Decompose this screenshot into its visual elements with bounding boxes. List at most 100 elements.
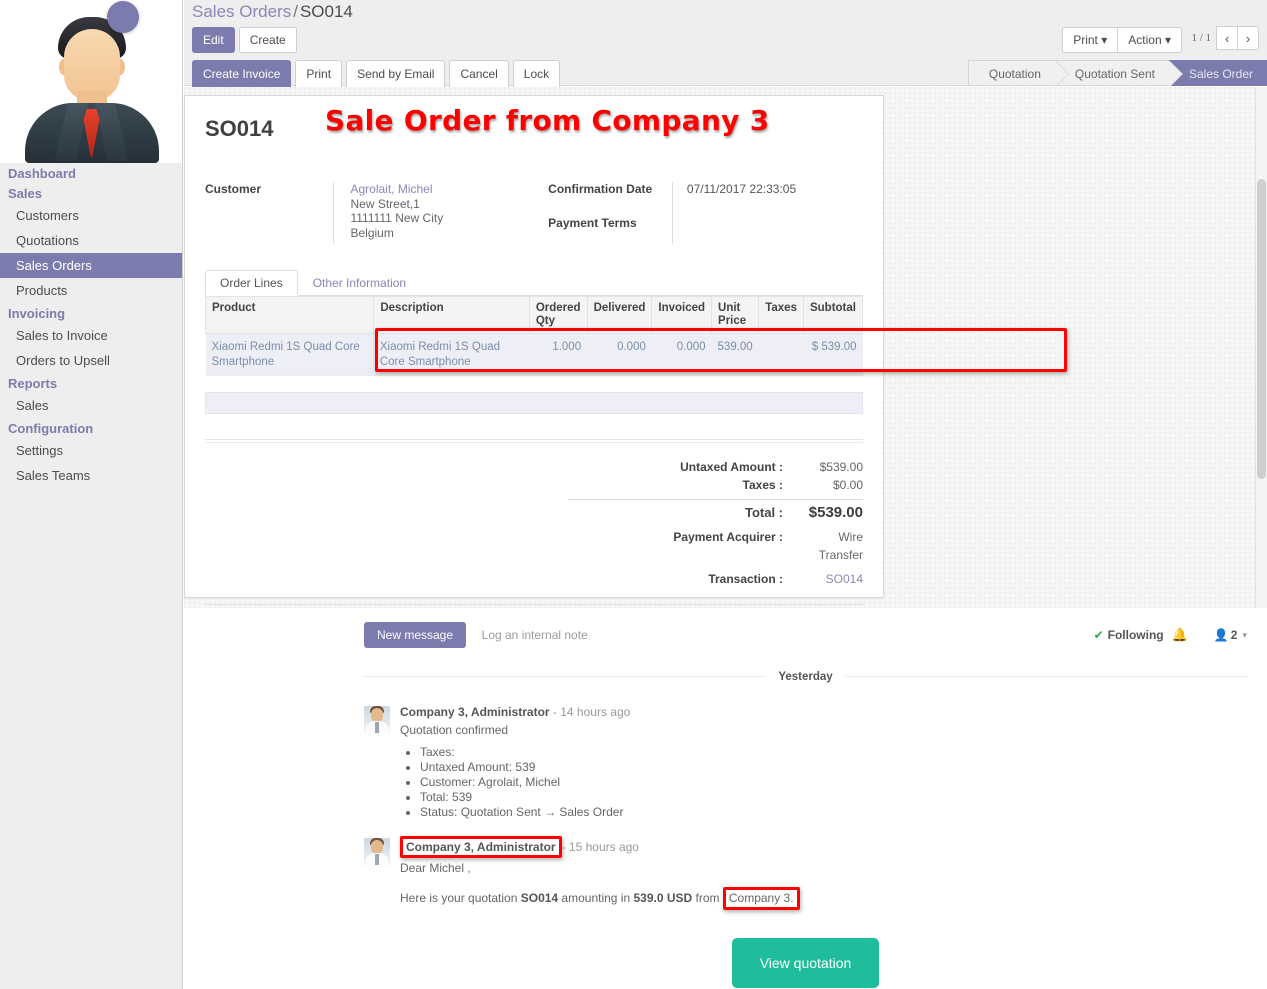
edit-button[interactable]: Edit <box>192 27 235 53</box>
sidebar-item-orders-to-upsell[interactable]: Orders to Upsell <box>16 353 110 368</box>
sidebar-section-configuration[interactable]: Configuration <box>8 421 94 436</box>
follow-controls: ✔ Following 🔔 👤 2 ▾ <box>1094 627 1247 643</box>
check-icon: ✔ <box>1093 628 1104 642</box>
cell-delivered[interactable]: 0.000 <box>587 333 652 376</box>
payment-acquirer-value: Wire Transfer <box>818 530 863 562</box>
add-item-row[interactable] <box>205 392 863 414</box>
send-by-email-button[interactable]: Send by Email <box>346 60 446 87</box>
sidebar-item-sales-to-invoice[interactable]: Sales to Invoice <box>16 328 108 343</box>
col-delivered: Delivered <box>586 296 653 334</box>
status-bar: Create Invoice Print Send by Email Cancel Lo… <box>184 60 1267 87</box>
list-item: Total: 539 <box>420 790 1247 805</box>
followers-dropdown[interactable]: 👤 2 ▾ <box>1214 628 1247 642</box>
tab-other-information[interactable]: Other Information <box>312 276 407 290</box>
sidebar-section-invoicing[interactable]: Invoicing <box>8 306 66 321</box>
cell-description[interactable]: Xiaomi Redmi 1S Quad Core Smartphone <box>373 333 530 376</box>
create-invoice-button[interactable]: Create Invoice <box>192 60 292 87</box>
stage-sales-order[interactable]: Sales Order <box>1168 60 1267 86</box>
breadcrumb-root[interactable]: Sales Orders <box>192 2 292 21</box>
list-item: Taxes: <box>420 745 1247 760</box>
sidebar-item-sales-teams[interactable]: Sales Teams <box>16 468 91 483</box>
cell-unit-price[interactable]: 539.00 <box>711 333 759 376</box>
list-item: Untaxed Amount: 539 <box>420 760 1247 775</box>
pager-previous-icon[interactable]: ‹ <box>1216 26 1238 50</box>
new-message-button[interactable]: New message <box>364 622 467 648</box>
cell-ordered-qty[interactable]: 1.000 <box>529 333 588 376</box>
pager-next-icon[interactable]: › <box>1237 26 1259 50</box>
transaction-link[interactable]: SO014 <box>825 572 863 586</box>
create-button[interactable]: Create <box>238 27 297 53</box>
acquirer-row: Payment Acquirer : Wire Transfer <box>568 528 863 564</box>
sidebar-item-products[interactable]: Products <box>16 283 68 298</box>
followers-count: 2 <box>1230 628 1238 642</box>
view-quotation-wrap: View quotation <box>364 938 1247 988</box>
message-text: Quotation confirmed <box>400 723 509 737</box>
list-item: Status: Quotation Sent → Sales Order <box>420 805 1247 820</box>
confirmation-date-label: Confirmation Date <box>548 182 653 196</box>
bell-icon[interactable]: 🔔 <box>1171 627 1188 642</box>
view-quotation-button[interactable]: View quotation <box>731 938 880 988</box>
message-timestamp: - 14 hours ago <box>552 705 631 719</box>
message-order-ref: SO014 <box>520 891 559 905</box>
customer-name-link[interactable]: Agrolait, Michel <box>350 182 433 196</box>
customer-label: Customer <box>205 182 262 196</box>
cell-invoiced[interactable]: 0.000 <box>651 333 712 376</box>
payment-acquirer-label: Payment Acquirer : <box>673 530 783 544</box>
sidebar-item-settings[interactable]: Settings <box>16 443 63 458</box>
col-subtotal: Subtotal <box>802 296 864 334</box>
message-amount: 539.0 USD <box>633 891 693 905</box>
customer-city: 1111111 New City <box>350 211 444 225</box>
tab-order-lines[interactable]: Order Lines <box>205 270 298 295</box>
table-row[interactable]: Xiaomi Redmi 1S Quad Core Smartphone Xia… <box>205 333 863 376</box>
cancel-button[interactable]: Cancel <box>449 60 509 87</box>
chevron-down-icon: ▾ <box>1164 33 1171 47</box>
scrollbar-thumb[interactable] <box>1257 179 1266 479</box>
transaction-label: Transaction : <box>708 572 783 586</box>
stage-quotation[interactable]: Quotation <box>967 60 1069 87</box>
stage-quotation-sent[interactable]: Quotation Sent <box>1054 60 1184 87</box>
pager: 1 / 1 ‹ › <box>1191 26 1259 50</box>
toolbar-dropdowns: Print ▾ Action ▾ <box>1062 27 1182 53</box>
total-value: $539.00 <box>808 504 863 521</box>
print-dropdown[interactable]: Print ▾ <box>1062 27 1119 53</box>
order-lines-table: Product Description Ordered Qty Delivere… <box>204 296 864 376</box>
notification-badge-icon[interactable] <box>107 1 139 33</box>
sidebar-item-sales-orders[interactable]: Sales Orders <box>0 253 182 278</box>
avatar-face <box>63 29 120 101</box>
message-greeting: Dear Michel , <box>400 861 471 875</box>
following-button[interactable]: Following <box>1107 628 1164 642</box>
cell-product[interactable]: Xiaomi Redmi 1S Quad Core Smartphone <box>205 333 374 376</box>
message-header: Company 3, Administrator - 14 hours ago <box>400 704 1247 720</box>
user-icon: 👤 <box>1213 628 1229 642</box>
section-divider <box>205 439 863 440</box>
taxes-value: $0.00 <box>832 478 863 492</box>
cell-subtotal[interactable]: $ 539.00 <box>803 333 863 376</box>
sheet-bottom-divider <box>205 604 863 605</box>
action-dropdown[interactable]: Action ▾ <box>1117 27 1182 53</box>
taxes-row: Taxes : $0.00 <box>568 476 863 494</box>
col-description: Description <box>373 296 530 334</box>
breadcrumb-separator: / <box>293 2 298 21</box>
lock-button[interactable]: Lock <box>512 60 561 87</box>
sidebar-section-reports[interactable]: Reports <box>8 376 58 391</box>
taxes-label: Taxes : <box>742 478 783 492</box>
avatar-ear-right <box>115 59 125 75</box>
message-timestamp: - 15 hours ago <box>561 840 639 854</box>
sidebar-section-dashboard[interactable]: Dashboard <box>8 166 76 181</box>
log-internal-note-button[interactable]: Log an internal note <box>481 628 588 642</box>
sidebar-item-quotations[interactable]: Quotations <box>16 233 79 248</box>
sidebar-item-sales-report[interactable]: Sales <box>16 398 49 413</box>
confirmation-date-value: 07/11/2017 22:33:05 <box>686 182 797 196</box>
avatar <box>364 838 390 866</box>
message-body: Quotation confirmed Taxes: Untaxed Amoun… <box>400 722 1247 820</box>
message-item: Company 3, Administrator - 14 hours ago … <box>364 704 1247 820</box>
sidebar-item-customers[interactable]: Customers <box>16 208 79 223</box>
print-button[interactable]: Print <box>295 60 343 87</box>
cell-taxes[interactable] <box>758 333 804 376</box>
sidebar-section-sales[interactable]: Sales <box>8 186 42 201</box>
message-author: Company 3, Administrator <box>400 705 550 719</box>
col-ordered-qty: Ordered Qty <box>528 296 588 334</box>
day-separator-label: Yesterday <box>766 671 845 683</box>
untaxed-value: $539.00 <box>819 460 863 474</box>
message-author: Company 3, Administrator <box>400 836 562 858</box>
